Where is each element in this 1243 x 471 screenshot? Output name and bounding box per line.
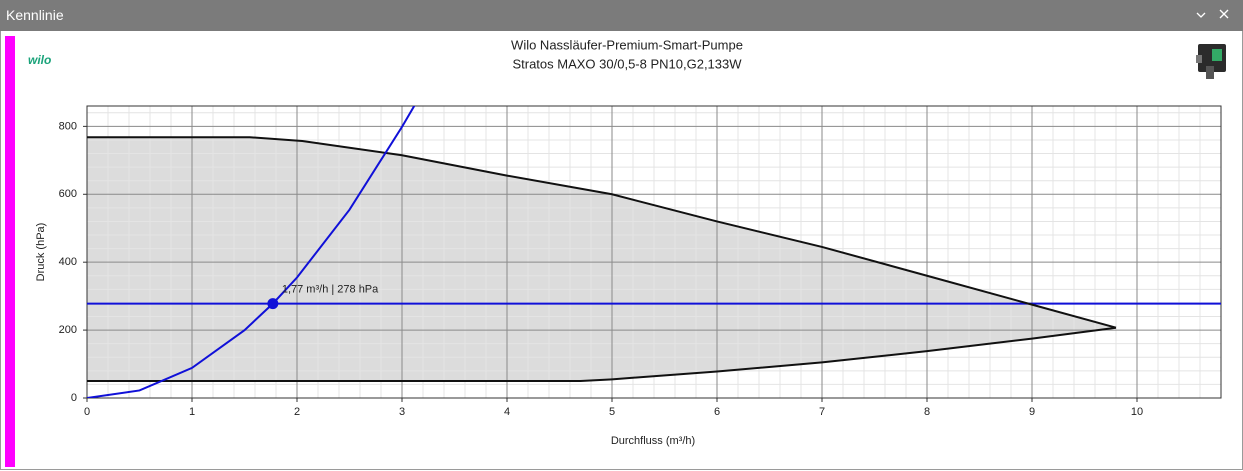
pump-icon (1196, 44, 1226, 79)
x-tick-label: 3 (399, 406, 405, 418)
x-tick-label: 1 (189, 406, 195, 418)
y-tick-label: 0 (71, 392, 77, 404)
chart-title: Wilo Nassläufer-Premium-Smart-Pumpe (511, 37, 743, 52)
x-tick-label: 5 (609, 406, 615, 418)
x-axis-label: Durchfluss (m³/h) (611, 435, 695, 447)
y-tick-label: 600 (59, 188, 77, 200)
x-tick-label: 4 (504, 406, 510, 418)
chart-subtitle: Stratos MAXO 30/0,5-8 PN10,G2,133W (512, 56, 742, 71)
x-tick-label: 8 (924, 406, 930, 418)
operating-range (87, 137, 1116, 382)
operating-point-label: 1,77 m³/h | 278 hPa (282, 284, 379, 296)
side-bar (5, 36, 15, 467)
x-tick-label: 9 (1029, 406, 1035, 418)
operating-point (267, 298, 279, 310)
y-tick-label: 800 (59, 120, 77, 132)
y-tick-label: 400 (59, 256, 77, 268)
logo: wilo (28, 53, 52, 67)
title-bar: Kennlinie (0, 0, 1243, 31)
collapse-button[interactable] (1196, 12, 1206, 18)
y-axis-label: Druck (hPa) (35, 223, 47, 282)
x-tick-label: 0 (84, 406, 90, 418)
window-controls (1196, 9, 1229, 19)
window-title: Kennlinie (6, 7, 64, 23)
curve (87, 136, 1117, 329)
x-tick-label: 10 (1131, 406, 1143, 418)
x-tick-label: 6 (714, 406, 720, 418)
curve (87, 326, 1117, 383)
x-tick-label: 2 (294, 406, 300, 418)
y-tick-label: 200 (59, 324, 77, 336)
x-tick-label: 7 (819, 406, 825, 418)
close-button[interactable] (1219, 9, 1229, 19)
plot-border (86, 105, 1222, 399)
